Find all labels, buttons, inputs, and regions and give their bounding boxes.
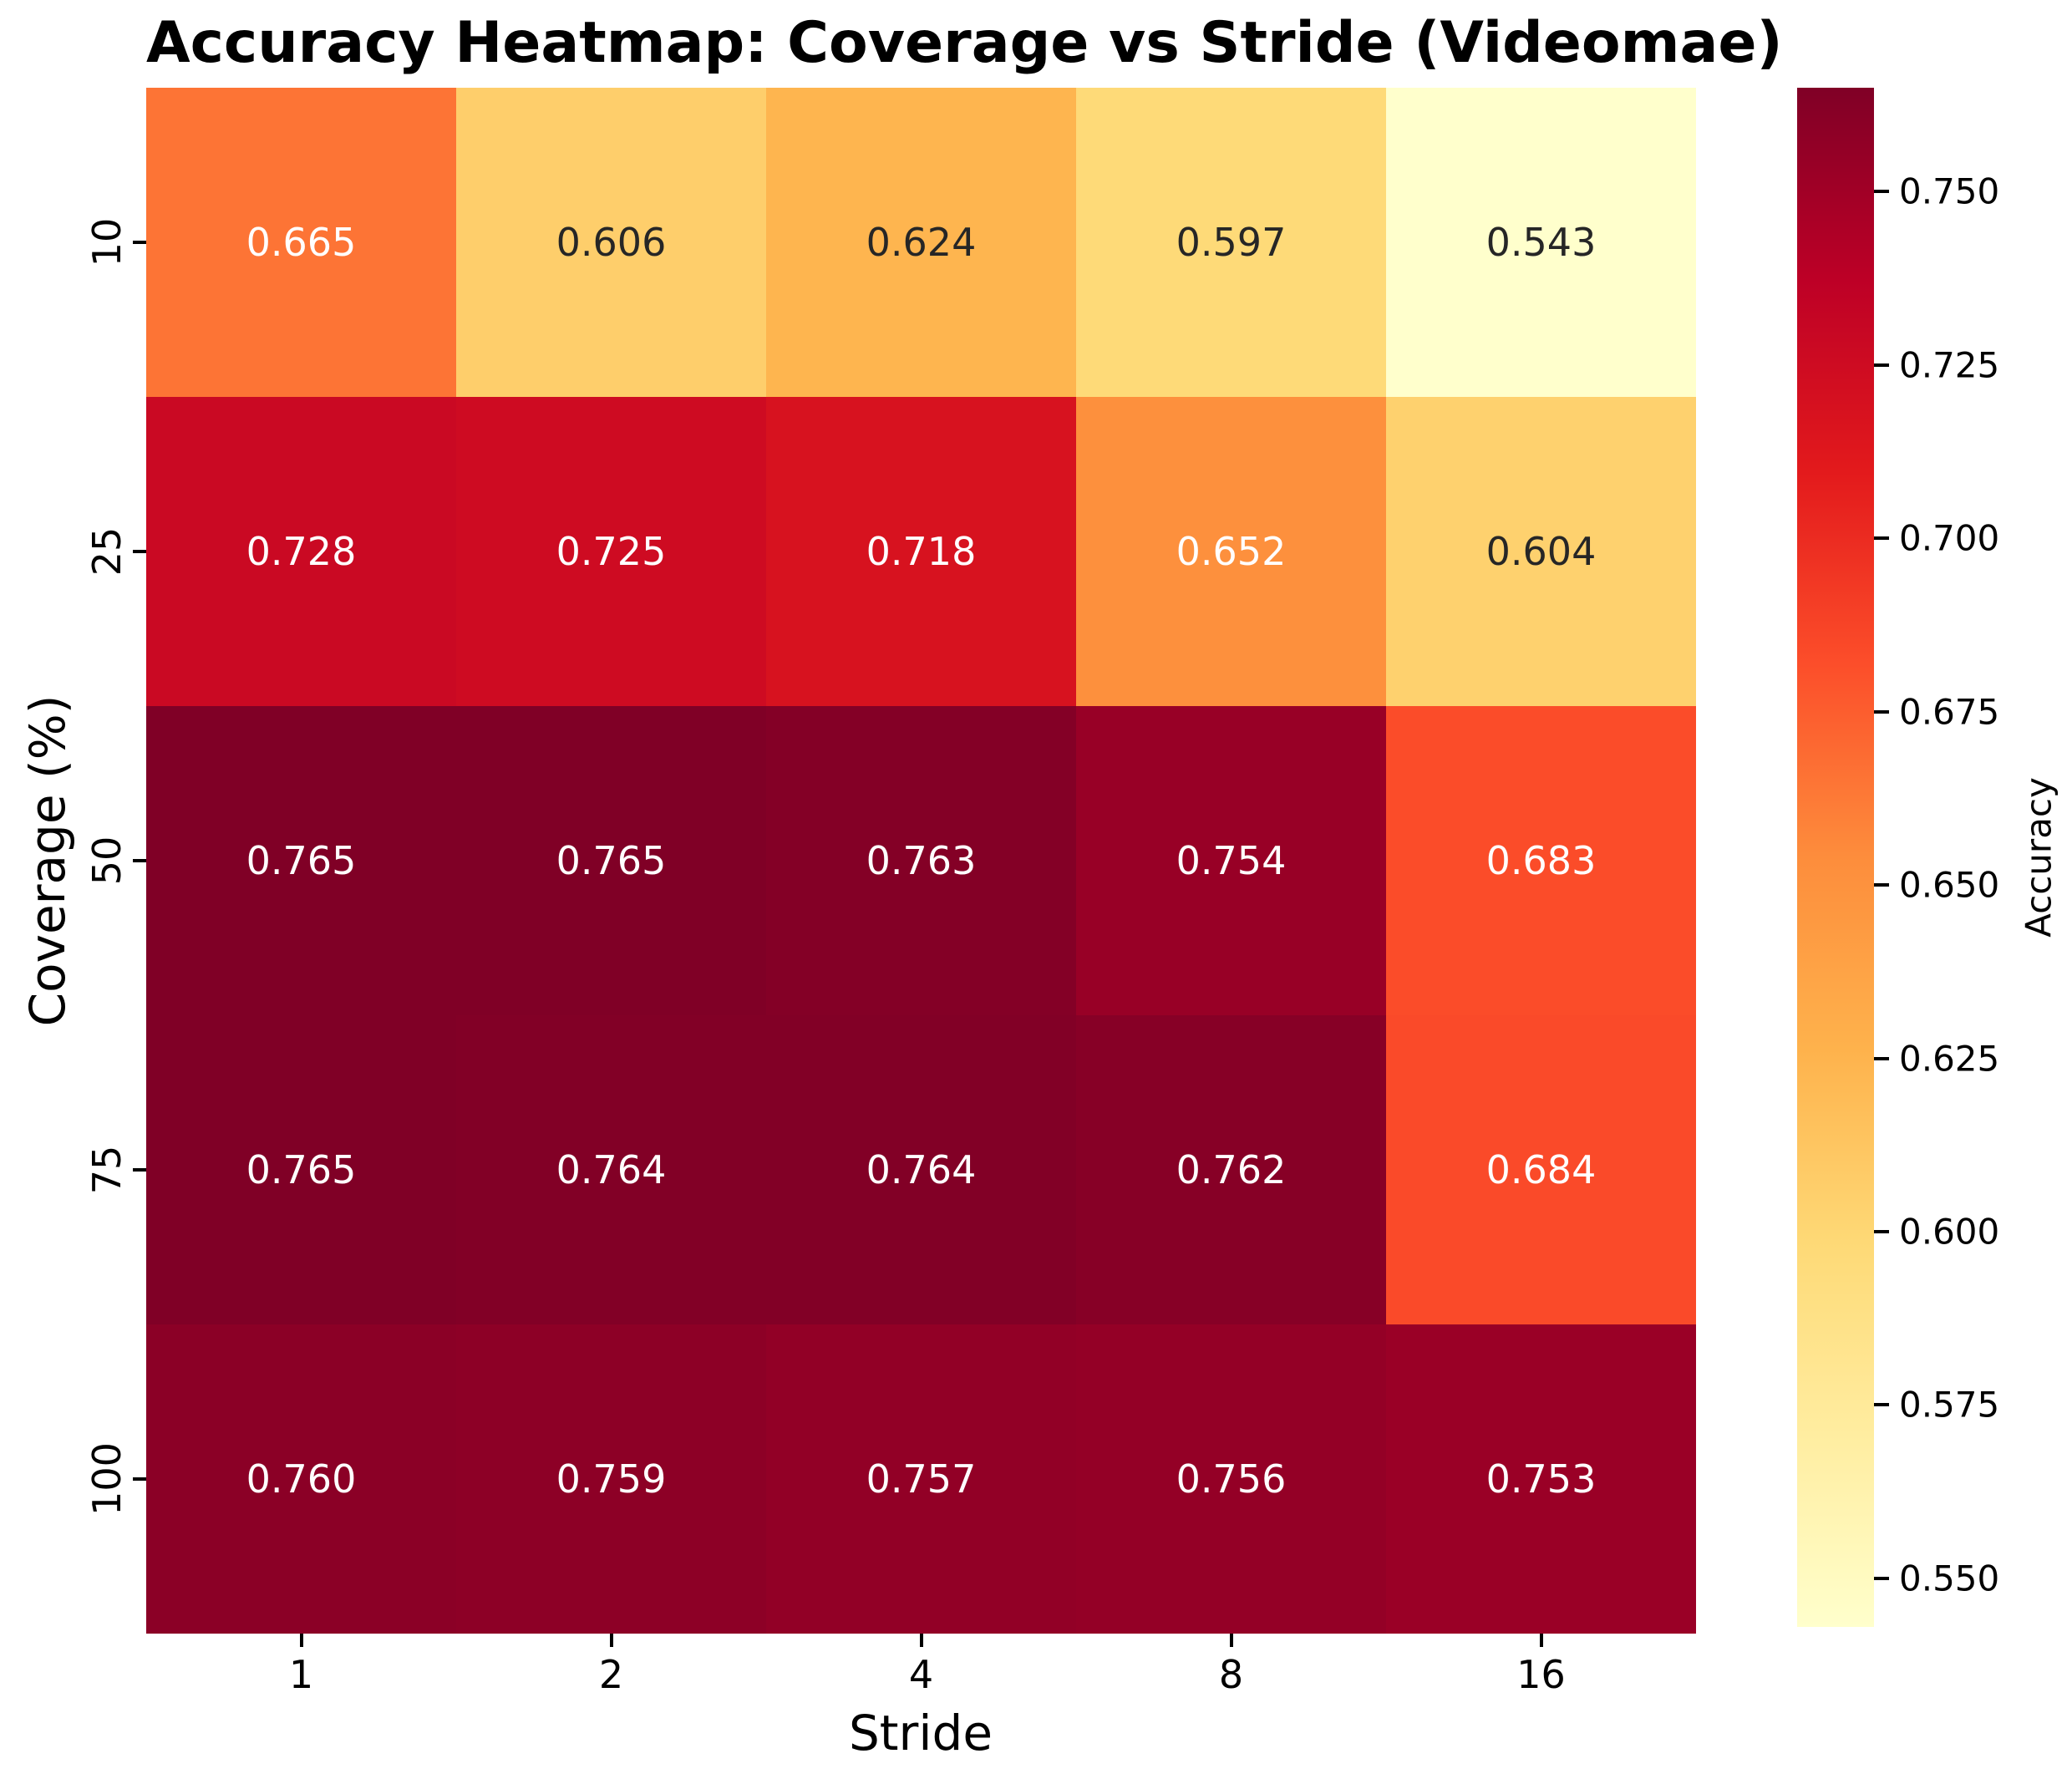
colorbar bbox=[1797, 88, 1874, 1627]
y-tick-mark bbox=[133, 1168, 146, 1172]
heatmap-cell-value: 0.753 bbox=[1485, 1456, 1597, 1502]
colorbar-tick-mark bbox=[1874, 536, 1889, 541]
colorbar-tick-mark bbox=[1874, 190, 1889, 194]
colorbar-tick-label: 0.575 bbox=[1899, 1384, 2000, 1426]
y-tick-mark bbox=[133, 859, 146, 862]
heatmap-cell-value: 0.762 bbox=[1176, 1147, 1287, 1192]
colorbar-tick-mark bbox=[1874, 709, 1889, 714]
heatmap-cell-value: 0.760 bbox=[246, 1456, 357, 1502]
heatmap-cell: 0.728 bbox=[146, 397, 456, 706]
heatmap-cell: 0.624 bbox=[766, 88, 1076, 397]
heatmap-cell: 0.764 bbox=[456, 1015, 766, 1324]
x-tick-mark bbox=[299, 1634, 303, 1647]
heatmap-cell: 0.753 bbox=[1386, 1324, 1696, 1634]
colorbar-tick-mark bbox=[1874, 363, 1889, 367]
heatmap-cell-value: 0.684 bbox=[1485, 1147, 1597, 1192]
heatmap-cell-value: 0.683 bbox=[1485, 838, 1597, 883]
heatmap-cell: 0.765 bbox=[146, 1015, 456, 1324]
heatmap-cell-value: 0.725 bbox=[556, 529, 667, 574]
heatmap-cell: 0.756 bbox=[1076, 1324, 1386, 1634]
colorbar-tick-label: 0.650 bbox=[1899, 864, 2000, 906]
x-tick-mark bbox=[609, 1634, 613, 1647]
y-tick-label: 25 bbox=[84, 526, 130, 577]
heatmap-cell: 0.757 bbox=[766, 1324, 1076, 1634]
heatmap-cell: 0.763 bbox=[766, 706, 1076, 1015]
heatmap-cell: 0.765 bbox=[146, 706, 456, 1015]
heatmap-cell-value: 0.765 bbox=[246, 838, 357, 883]
heatmap-cell: 0.543 bbox=[1386, 88, 1696, 397]
x-tick-label: 2 bbox=[598, 1652, 624, 1697]
y-tick-label: 10 bbox=[84, 217, 130, 267]
heatmap-cell: 0.684 bbox=[1386, 1015, 1696, 1324]
y-tick-mark bbox=[133, 241, 146, 244]
colorbar-label: Accuracy bbox=[2018, 777, 2059, 938]
heatmap-cell: 0.665 bbox=[146, 88, 456, 397]
x-tick-mark bbox=[1539, 1634, 1543, 1647]
heatmap-cell-value: 0.597 bbox=[1176, 220, 1287, 265]
heatmap-cell: 0.754 bbox=[1076, 706, 1386, 1015]
heatmap-cell-value: 0.624 bbox=[866, 220, 977, 265]
colorbar-tick-mark bbox=[1874, 1403, 1889, 1407]
heatmap-cell-value: 0.718 bbox=[866, 529, 977, 574]
heatmap-cell: 0.652 bbox=[1076, 397, 1386, 706]
heatmap-cell-value: 0.757 bbox=[866, 1456, 977, 1502]
heatmap-cell: 0.597 bbox=[1076, 88, 1386, 397]
colorbar-tick-label: 0.725 bbox=[1899, 344, 2000, 386]
y-tick-mark bbox=[133, 1477, 146, 1481]
heatmap-cell: 0.604 bbox=[1386, 397, 1696, 706]
colorbar-tick-label: 0.675 bbox=[1899, 691, 2000, 733]
colorbar-tick-label: 0.750 bbox=[1899, 170, 2000, 212]
heatmap-cell: 0.759 bbox=[456, 1324, 766, 1634]
x-tick-label: 8 bbox=[1218, 1652, 1244, 1697]
colorbar-tick-label: 0.625 bbox=[1899, 1038, 2000, 1080]
heatmap-cell-value: 0.728 bbox=[246, 529, 357, 574]
heatmap-cell-value: 0.665 bbox=[246, 220, 357, 265]
heatmap-cell-value: 0.759 bbox=[556, 1456, 667, 1502]
heatmap-cell-value: 0.765 bbox=[556, 838, 667, 883]
heatmap: 0.665 0.606 0.624 0.597 0.543 0.728 0.725 0.718… bbox=[146, 88, 1696, 1634]
heatmap-cell-value: 0.763 bbox=[866, 838, 977, 883]
heatmap-cell-value: 0.764 bbox=[866, 1147, 977, 1192]
heatmap-cell-value: 0.606 bbox=[556, 220, 667, 265]
heatmap-cell: 0.765 bbox=[456, 706, 766, 1015]
heatmap-cell: 0.683 bbox=[1386, 706, 1696, 1015]
y-tick-label: 50 bbox=[84, 836, 130, 886]
y-tick-mark bbox=[133, 550, 146, 553]
chart-title: Accuracy Heatmap: Coverage vs Stride (Vi… bbox=[146, 10, 1783, 76]
y-tick-label: 100 bbox=[84, 1442, 130, 1516]
x-tick-label: 1 bbox=[288, 1652, 314, 1697]
colorbar-tick-mark bbox=[1874, 883, 1889, 887]
colorbar-tick-label: 0.600 bbox=[1899, 1211, 2000, 1253]
heatmap-cell: 0.764 bbox=[766, 1015, 1076, 1324]
heatmap-cell-value: 0.764 bbox=[556, 1147, 667, 1192]
y-tick-label: 75 bbox=[84, 1145, 130, 1195]
colorbar-tick-label: 0.700 bbox=[1899, 517, 2000, 559]
y-axis-label: Coverage (%) bbox=[19, 694, 76, 1027]
x-tick-label: 16 bbox=[1516, 1652, 1566, 1697]
heatmap-cell: 0.606 bbox=[456, 88, 766, 397]
heatmap-cell-value: 0.543 bbox=[1485, 220, 1597, 265]
heatmap-cell-value: 0.604 bbox=[1485, 529, 1597, 574]
colorbar-tick-mark bbox=[1874, 1230, 1889, 1234]
colorbar-tick-mark bbox=[1874, 1056, 1889, 1060]
x-tick-mark bbox=[1229, 1634, 1233, 1647]
colorbar-tick-mark bbox=[1874, 1576, 1889, 1580]
heatmap-cell-value: 0.754 bbox=[1176, 838, 1287, 883]
x-tick-mark bbox=[919, 1634, 923, 1647]
heatmap-cell: 0.760 bbox=[146, 1324, 456, 1634]
colorbar-tick-label: 0.550 bbox=[1899, 1558, 2000, 1599]
heatmap-cell-value: 0.756 bbox=[1176, 1456, 1287, 1502]
heatmap-cell: 0.725 bbox=[456, 397, 766, 706]
heatmap-cell: 0.718 bbox=[766, 397, 1076, 706]
heatmap-cell-value: 0.652 bbox=[1176, 529, 1287, 574]
heatmap-cell: 0.762 bbox=[1076, 1015, 1386, 1324]
x-axis-label: Stride bbox=[848, 1705, 993, 1761]
heatmap-cell-value: 0.765 bbox=[246, 1147, 357, 1192]
x-tick-label: 4 bbox=[908, 1652, 934, 1697]
